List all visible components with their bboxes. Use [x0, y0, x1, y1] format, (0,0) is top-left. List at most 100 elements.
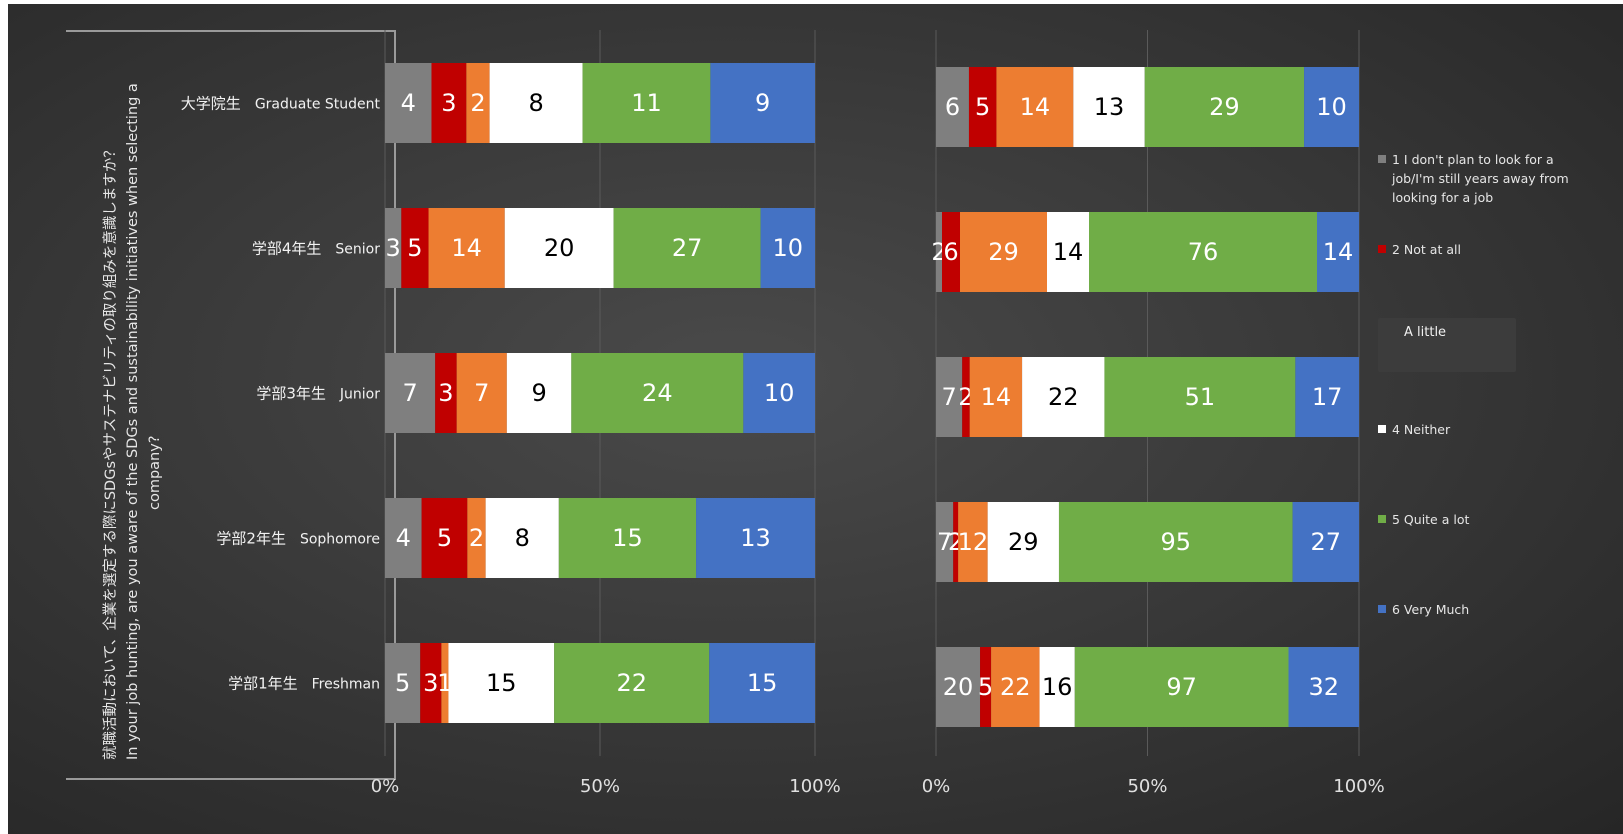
data-label: 20 [943, 673, 974, 701]
bar-segment [571, 353, 744, 433]
bar-segment [969, 357, 1023, 437]
data-label: 3 [386, 234, 401, 262]
bar-segment [936, 502, 954, 582]
bar-segment [441, 643, 449, 723]
bar-segment [1295, 357, 1359, 437]
data-label: 3 [441, 89, 456, 117]
data-label: 14 [1020, 93, 1051, 121]
row-label-en: Freshman [311, 676, 380, 693]
bar-segment [385, 353, 436, 433]
bar-segment [960, 212, 1047, 292]
bar-segment [420, 643, 442, 723]
data-label: 12 [958, 528, 989, 556]
data-label: 97 [1166, 673, 1197, 701]
bar-segment [401, 208, 429, 288]
bar-segment [1073, 67, 1145, 147]
data-label: 15 [486, 669, 517, 697]
bar-segment [1292, 502, 1359, 582]
bar-segment [1288, 647, 1359, 727]
chart-panel-1: 0% 50% 100%4 3 2 8 11 93 5 14 20 27 107 3 7 9 24 104 5 2 8 15… [371, 30, 841, 797]
data-label: 22 [1000, 673, 1031, 701]
bar-segment [968, 67, 997, 147]
bar-segment [936, 67, 969, 147]
bar-segment [936, 357, 963, 437]
data-label: 13 [740, 524, 771, 552]
row-label: 大学院生 Graduate Student [181, 93, 380, 114]
data-label: 9 [531, 379, 546, 407]
row-label-en: Sophomore [299, 531, 380, 548]
legend-label: 6 Very Much [1392, 602, 1470, 617]
data-label: 10 [764, 379, 795, 407]
data-label: 2 [470, 89, 485, 117]
bar-segment [558, 498, 697, 578]
data-label: 14 [981, 383, 1012, 411]
row-label-jp: 学部4年生 [251, 239, 322, 258]
data-label: 8 [515, 524, 530, 552]
bar-segment [385, 498, 422, 578]
legend-label: 1 I don't plan to look for a job/I'm sti… [1392, 152, 1569, 205]
data-label: 11 [631, 89, 662, 117]
bar-segment [962, 357, 970, 437]
data-label: 5 [407, 234, 422, 262]
bar-segment [485, 498, 559, 578]
row-labels: 大学院生 Graduate Student 学部4年生 Senior 学部3年生 Juni… [60, 0, 380, 834]
data-label: 22 [1048, 383, 1079, 411]
bar-segment [1022, 357, 1105, 437]
x-tick-label: 100% [1333, 776, 1384, 797]
x-tick-label: 0% [922, 776, 951, 797]
bar-segment [942, 212, 960, 292]
bar-segment [696, 498, 815, 578]
data-label: 5 [395, 669, 410, 697]
data-label: 27 [1311, 528, 1342, 556]
row-label: 学部4年生 Senior [252, 238, 380, 259]
legend-swatch [1378, 425, 1386, 433]
data-label: 22 [616, 669, 647, 697]
bar-segment [428, 208, 505, 288]
data-label: 27 [672, 234, 703, 262]
row-label-en: Graduate Student [254, 96, 380, 113]
data-label: 29 [1008, 528, 1039, 556]
data-label: 14 [1323, 238, 1354, 266]
row-label: 学部1年生 Freshman [228, 673, 380, 694]
bar-segment [936, 647, 981, 727]
legend-overlay-label: A little [1404, 325, 1447, 340]
data-label: 6 [943, 238, 958, 266]
row-label-jp: 大学院生 [180, 94, 241, 113]
bar-segment [953, 502, 959, 582]
bar-segment [489, 63, 583, 143]
bar-segment [448, 643, 555, 723]
data-label: 4 [396, 524, 411, 552]
row-label-jp: 学部2年生 [216, 529, 286, 548]
data-label: 5 [975, 93, 990, 121]
data-label: 15 [747, 669, 778, 697]
bar-segment [554, 643, 710, 723]
bar-segment [385, 643, 421, 723]
legend-label: 4 Neither [1392, 422, 1451, 437]
data-label: 20 [544, 234, 575, 262]
bar-segment [385, 63, 432, 143]
data-label: 8 [528, 89, 543, 117]
bar-segment [1317, 212, 1359, 292]
bar-segment [980, 647, 992, 727]
bar-segment [743, 353, 815, 433]
row-label-jp: 学部1年生 [228, 674, 298, 693]
bar-segment [385, 208, 402, 288]
bar-segment [467, 498, 486, 578]
row-label-jp: 学部3年生 [256, 384, 326, 403]
data-label: 7 [941, 383, 956, 411]
data-label: 6 [945, 93, 960, 121]
row-label: 学部2年生 Sophomore [216, 528, 380, 549]
x-tick-label: 50% [580, 776, 620, 797]
bar-segment [936, 212, 942, 292]
bar-segment [709, 643, 815, 723]
data-label: 24 [642, 379, 673, 407]
bar-segment [1304, 67, 1359, 147]
bar-segment [504, 208, 614, 288]
data-label: 29 [1209, 93, 1240, 121]
data-label: 16 [1042, 673, 1073, 701]
data-label: 3 [423, 669, 438, 697]
bar-segment [582, 63, 711, 143]
bar-segment [1074, 647, 1289, 727]
